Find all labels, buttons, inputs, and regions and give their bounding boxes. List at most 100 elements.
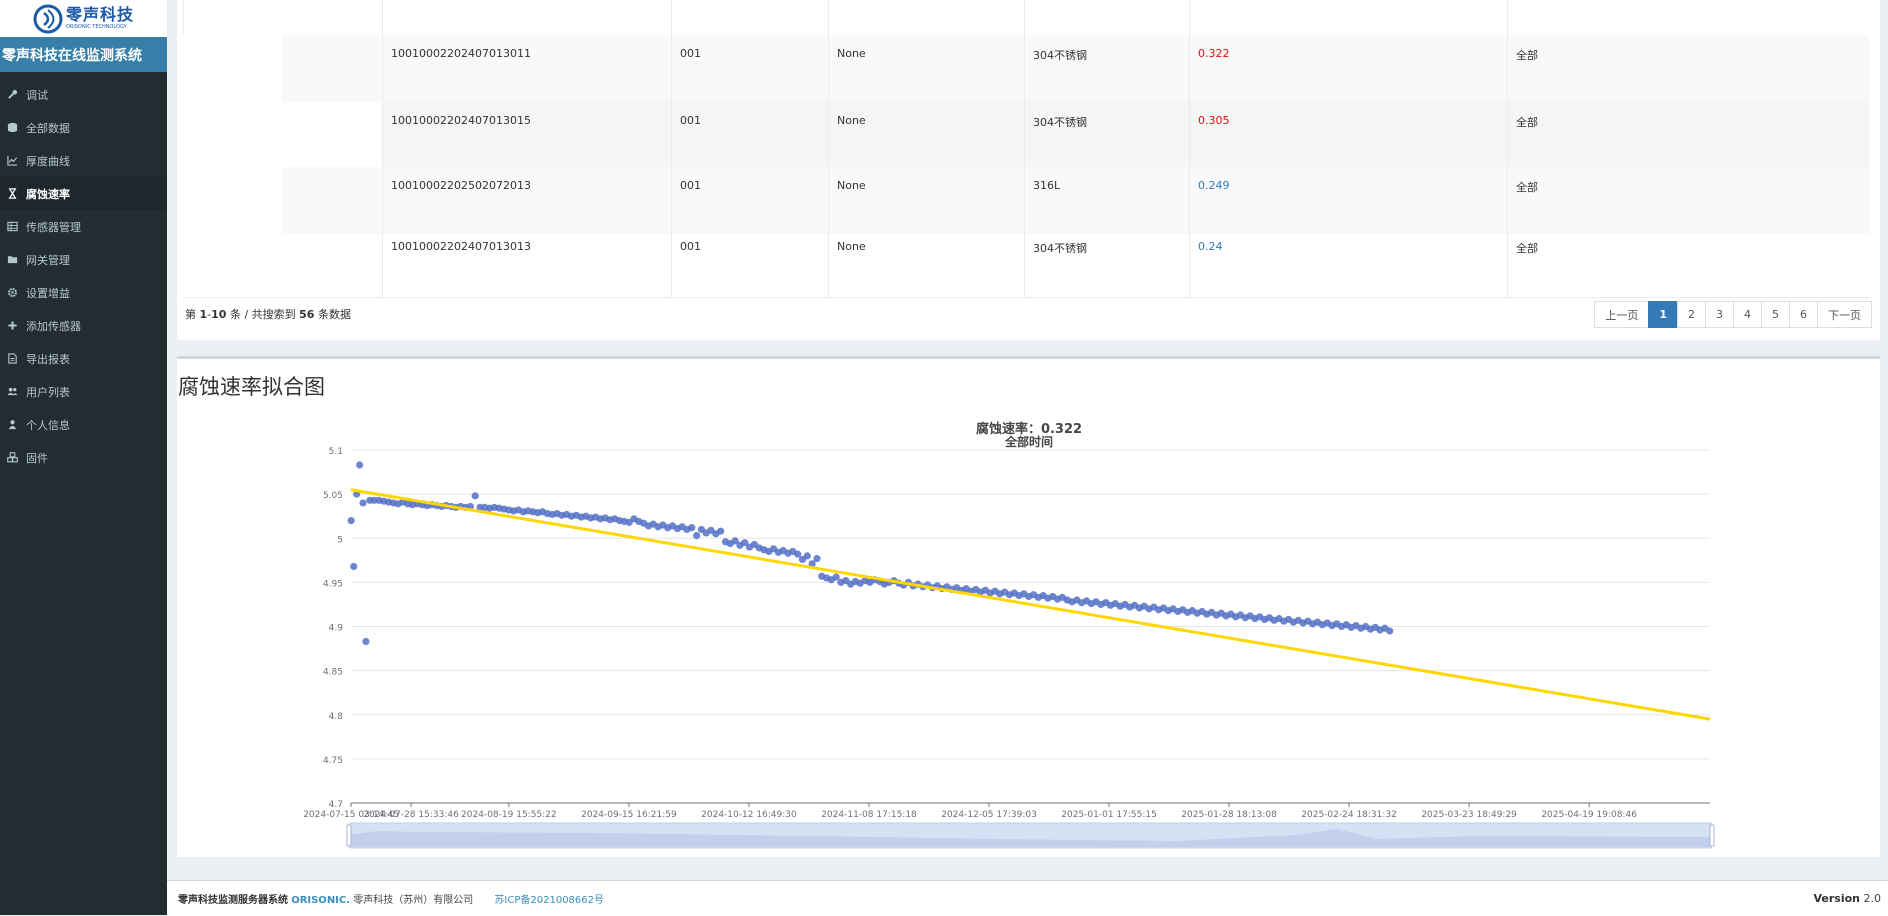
sidebar: 零声科技 ORISONIC TECHNOLOGY 零声科技在线监测系统 调试 全…: [0, 0, 167, 915]
material-cell: 304不锈钢: [1033, 116, 1087, 129]
code-cell: 001: [680, 179, 701, 192]
name-cell: None: [837, 240, 866, 253]
pager-start: 1: [199, 308, 208, 321]
range-cell: 全部: [1516, 181, 1538, 194]
data-zoom-slider[interactable]: [346, 822, 1715, 849]
table-row[interactable]: 10010002202407013013 001 None 304不锈钢 0.2…: [183, 234, 1869, 298]
y-tick-label: 4.8: [329, 712, 344, 722]
sensor-id-cell: 10010002202407013013: [391, 240, 531, 253]
scatter-point: [832, 573, 840, 581]
sidebar-item-gateway-management[interactable]: 网关管理: [0, 243, 167, 276]
sidebar-item-label: 导出报表: [26, 352, 70, 366]
table-row[interactable]: 10010002202407013015 001 None 304不锈钢 0.3…: [183, 102, 1869, 167]
logo[interactable]: 零声科技 ORISONIC TECHNOLOGY: [0, 0, 167, 37]
y-axis-ticks: 4.7 4.75 4.8 4.85 4.9 4.95 5 5.05 5.1: [323, 447, 343, 810]
pager-mid: 条 / 共搜索到: [229, 308, 296, 321]
x-tick-label: 2025-03-23 18:49:29: [1421, 810, 1517, 820]
footer-version: 2.0: [1863, 892, 1882, 905]
cubes-icon: [7, 452, 18, 463]
page-4-button[interactable]: 4: [1733, 301, 1762, 328]
x-tick-label: 2024-10-12 16:49:30: [701, 810, 797, 820]
scatter-point: [1386, 627, 1394, 635]
pager-total: 56: [299, 308, 315, 321]
x-tick-label: 2025-04-19 19:08:46: [1541, 810, 1637, 820]
pager-suffix: 条数据: [317, 308, 351, 321]
page-5-button[interactable]: 5: [1761, 301, 1790, 328]
y-tick-label: 5.05: [323, 491, 343, 501]
rate-cell: 0.24: [1198, 240, 1223, 253]
sidebar-item-corrosion-rate[interactable]: 腐蚀速率: [0, 177, 167, 210]
sensor-id-cell: 10010002202502072013: [391, 179, 531, 192]
scatter-point: [359, 499, 367, 507]
y-tick-label: 4.85: [323, 668, 343, 678]
sidebar-item-sensor-management[interactable]: 传感器管理: [0, 210, 167, 243]
x-tick-label: 2025-02-24 18:31:32: [1301, 810, 1397, 820]
sidebar-item-firmware[interactable]: 固件: [0, 441, 167, 474]
page-6-button[interactable]: 6: [1789, 301, 1818, 328]
user-icon: [7, 419, 18, 430]
scatter-point: [813, 554, 821, 563]
footer-icp-link[interactable]: 苏ICP备2021008662号: [494, 895, 605, 906]
sidebar-item-label: 用户列表: [26, 385, 70, 399]
x-tick-label: 2024-07-15 03:14:45: [303, 810, 399, 820]
sidebar-item-user-list[interactable]: 用户列表: [0, 375, 167, 408]
range-cell: 全部: [1516, 242, 1538, 255]
scatter-point: [717, 527, 725, 535]
sidebar-item-label: 添加传感器: [26, 319, 81, 333]
grid-lines: [351, 449, 1710, 804]
prev-page-button[interactable]: 上一页: [1594, 301, 1650, 328]
sidebar-item-label: 调试: [26, 88, 48, 102]
x-tick-label: 2025-01-28 18:13:08: [1181, 810, 1277, 820]
page-3-button[interactable]: 3: [1705, 301, 1734, 328]
sidebar-item-profile[interactable]: 个人信息: [0, 408, 167, 441]
users-icon: [7, 386, 18, 397]
file-icon: [7, 353, 18, 364]
page-2-button[interactable]: 2: [1677, 301, 1706, 328]
database-icon: [7, 122, 18, 133]
sidebar-item-add-sensor[interactable]: 添加传感器: [0, 309, 167, 342]
sidebar-item-label: 个人信息: [26, 418, 70, 432]
logo-subtext: ORISONIC TECHNOLOGY: [65, 24, 127, 30]
chart-panel: 腐蚀速率拟合图 4.7 4.75 4.8 4.85 4.9 4.95 5 5.05 5.1 20…: [177, 356, 1880, 857]
rate-cell: 0.305: [1198, 114, 1230, 127]
scatter-point: [803, 552, 811, 560]
corrosion-rate-table: 10010002202407013011 001 None 304不锈钢 0.3…: [177, 0, 1880, 340]
scatter-point: [347, 517, 355, 525]
sidebar-item-export-report[interactable]: 导出报表: [0, 342, 167, 375]
material-cell: 304不锈钢: [1033, 242, 1087, 255]
rate-cell: 0.322: [1198, 47, 1230, 60]
sidebar-item-debug[interactable]: 调试: [0, 78, 167, 111]
x-tick-label: 2024-07-28 15:33:46: [363, 810, 459, 820]
rate-cell: 0.249: [1198, 179, 1230, 192]
footer-system-name: 零声科技监测服务器系统: [178, 895, 288, 906]
y-tick-label: 4.7: [329, 800, 343, 810]
table-row[interactable]: 10010002202502072013 001 None 316L 0.249…: [183, 167, 1869, 234]
logo-text: 零声科技: [65, 5, 134, 24]
material-cell: 316L: [1033, 179, 1061, 192]
pagination: 上一页 1 2 3 4 5 6 下一页: [1594, 301, 1872, 328]
next-page-button[interactable]: 下一页: [1817, 301, 1872, 328]
code-cell: 001: [680, 240, 701, 253]
material-cell: 304不锈钢: [1033, 49, 1087, 62]
chart-title: 腐蚀速率：0.322: [976, 421, 1082, 437]
y-tick-label: 5: [337, 535, 343, 545]
footer-brand-link[interactable]: ORISONIC.: [291, 895, 351, 906]
footer-version-label: Version: [1813, 892, 1860, 905]
sidebar-item-all-data[interactable]: 全部数据: [0, 111, 167, 144]
sensor-id-cell: 10010002202407013011: [391, 47, 531, 60]
sensor-id-cell: 10010002202407013015: [391, 114, 531, 127]
name-cell: None: [837, 47, 866, 60]
sidebar-item-set-gain[interactable]: 设置增益: [0, 276, 167, 309]
y-tick-label: 4.95: [323, 579, 343, 589]
code-cell: 001: [680, 114, 701, 127]
sidebar-item-thickness-curve[interactable]: 厚度曲线: [0, 144, 167, 177]
zoom-left-handle: [346, 824, 352, 847]
page-1-button[interactable]: 1: [1648, 301, 1678, 328]
chart-heading: 腐蚀速率拟合图: [178, 375, 325, 399]
fit-line: [350, 488, 1711, 721]
x-tick-label: 2024-12-05 17:39:03: [941, 810, 1037, 820]
wrench-icon: [7, 89, 18, 100]
sidebar-item-label: 传感器管理: [26, 220, 81, 234]
table-row[interactable]: 10010002202407013011 001 None 304不锈钢 0.3…: [183, 35, 1869, 102]
